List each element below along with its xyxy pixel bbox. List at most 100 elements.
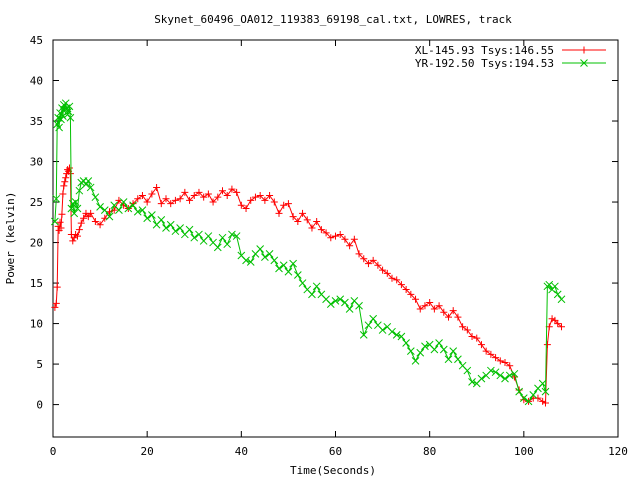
data-point — [148, 190, 156, 198]
data-point — [407, 290, 415, 298]
series-1 — [51, 164, 565, 407]
data-point — [67, 204, 76, 213]
data-point — [171, 227, 180, 236]
data-point — [148, 211, 156, 219]
chart-title: Skynet_60496_OA012_119383_69198_cal.txt,… — [154, 13, 512, 26]
data-point — [558, 323, 565, 331]
x-tick-label: 0 — [50, 445, 57, 458]
legend-marker — [580, 46, 588, 54]
data-point — [421, 342, 429, 351]
data-point — [289, 259, 297, 268]
data-point — [96, 221, 104, 229]
data-point — [275, 209, 283, 217]
x-tick-label: 80 — [423, 445, 436, 458]
data-point — [69, 237, 77, 245]
data-point — [280, 201, 288, 209]
data-point — [487, 350, 495, 358]
data-point — [454, 355, 462, 364]
x-tick-label: 120 — [608, 445, 628, 458]
data-point — [541, 399, 549, 407]
data-point — [65, 102, 74, 111]
data-point — [228, 230, 236, 239]
data-point — [369, 314, 378, 323]
data-point — [355, 301, 363, 310]
data-point — [322, 229, 330, 237]
data-point — [101, 214, 109, 222]
data-point — [496, 371, 505, 380]
data-point — [219, 187, 226, 195]
data-point — [223, 192, 231, 200]
data-point — [176, 195, 184, 203]
data-point — [66, 170, 74, 178]
series-line — [54, 103, 562, 403]
data-point — [223, 240, 232, 249]
series-layer — [51, 99, 566, 407]
data-point — [524, 397, 533, 406]
data-point — [545, 280, 554, 289]
legend-marker — [580, 59, 588, 67]
data-point — [204, 190, 212, 198]
data-point — [543, 341, 551, 349]
data-point — [65, 164, 73, 172]
data-point — [100, 206, 109, 214]
data-point — [341, 298, 349, 307]
data-point — [56, 218, 64, 226]
data-point — [468, 333, 476, 341]
data-point — [73, 204, 82, 213]
data-point — [317, 226, 325, 234]
data-point — [195, 230, 203, 239]
data-point — [265, 250, 274, 258]
y-tick-label: 10 — [30, 318, 43, 331]
data-point — [364, 260, 372, 268]
data-point — [397, 332, 406, 341]
data-point — [355, 250, 363, 258]
data-point — [80, 214, 88, 222]
data-point — [270, 256, 279, 265]
data-point — [439, 345, 448, 354]
data-point — [553, 290, 562, 299]
data-point — [119, 198, 128, 206]
data-point — [303, 216, 311, 224]
data-point — [53, 283, 61, 291]
data-point — [411, 356, 420, 365]
data-point — [200, 193, 208, 201]
data-point — [261, 196, 269, 204]
data-point — [346, 242, 354, 250]
data-point — [308, 224, 316, 232]
data-point — [91, 193, 100, 202]
data-point — [270, 198, 278, 206]
data-point — [162, 195, 170, 203]
legend-label: XL-145.93 Tsys:146.55 — [415, 44, 554, 57]
data-point — [59, 112, 67, 121]
data-point — [492, 354, 500, 362]
data-point — [534, 394, 542, 402]
data-point — [402, 339, 410, 347]
data-point — [59, 190, 67, 198]
data-point — [58, 210, 66, 218]
data-point — [124, 204, 133, 213]
data-point — [506, 362, 514, 370]
data-point — [487, 366, 495, 375]
data-point — [209, 198, 217, 206]
data-point — [541, 387, 550, 396]
data-point — [66, 113, 75, 122]
data-point — [237, 201, 245, 209]
data-point — [73, 232, 81, 240]
data-point — [308, 290, 316, 299]
y-tick-label: 5 — [36, 358, 43, 371]
data-point — [246, 258, 255, 266]
data-point — [91, 217, 99, 225]
data-point — [312, 282, 321, 291]
data-point — [61, 178, 69, 186]
data-point — [233, 188, 241, 196]
x-tick-label: 60 — [329, 445, 342, 458]
data-point — [242, 256, 250, 265]
data-point — [444, 355, 453, 364]
data-point — [515, 387, 523, 396]
data-point — [181, 188, 189, 196]
data-point — [266, 192, 274, 200]
data-point — [279, 261, 288, 270]
data-point — [482, 347, 490, 355]
